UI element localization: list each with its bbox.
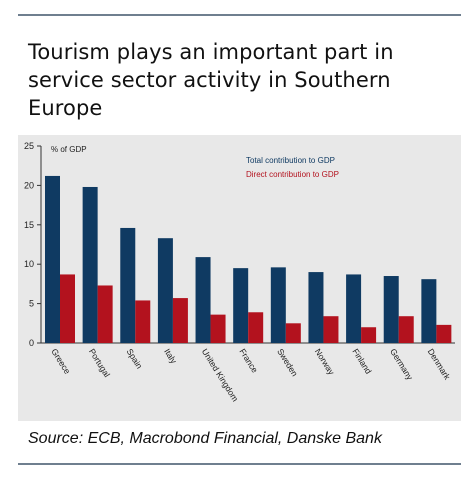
x-tick-label: United Kingdom — [200, 347, 241, 404]
bar-total — [270, 267, 286, 343]
bar-total — [233, 268, 249, 343]
x-tick-label: Greece — [49, 347, 72, 376]
bar-total — [157, 238, 173, 343]
bar-direct — [248, 312, 264, 343]
x-tick-label: Denmark — [426, 347, 453, 382]
bar-total — [120, 227, 136, 343]
chart-panel: 0 5 10 15 20 25 % of GDP Greece Portugal Spain Ita… — [18, 135, 461, 421]
bar-total — [195, 257, 211, 343]
bar-total — [383, 276, 399, 343]
bar-direct — [436, 324, 452, 343]
x-tick-label: Norway — [313, 347, 337, 377]
bar-chart: 0 5 10 15 20 25 % of GDP Greece Portugal Spain Ita… — [24, 141, 455, 404]
legend-entry: Direct contribution to GDP — [246, 170, 339, 179]
bar-total — [421, 279, 437, 343]
x-tick-label: Germany — [388, 347, 415, 383]
x-tick-label: Spain — [125, 347, 145, 371]
y-tick-label: 10 — [24, 259, 34, 269]
source-note: Source: ECB, Macrobond Financial, Danske… — [28, 430, 382, 447]
x-tick-label: Portugal — [87, 347, 112, 379]
legend-entry: Total contribution to GDP — [246, 156, 335, 165]
bar-direct — [172, 298, 188, 343]
bottom-rule — [18, 463, 461, 465]
y-tick-label: 25 — [24, 141, 34, 151]
y-axis-label: % of GDP — [51, 145, 87, 154]
bar-direct — [323, 316, 339, 343]
bar-total — [45, 175, 60, 343]
bar-direct — [60, 274, 75, 343]
x-tick-label: Italy — [162, 347, 179, 366]
y-tick-label: 5 — [29, 299, 34, 309]
bar-total — [82, 186, 98, 343]
x-tick-label: France — [237, 347, 260, 375]
bar-direct — [361, 327, 377, 343]
chart-title: Tourism plays an important part in servi… — [28, 40, 394, 120]
top-rule — [18, 14, 461, 16]
bar-direct — [135, 300, 151, 343]
y-tick-label: 15 — [24, 220, 34, 230]
bar-direct — [398, 316, 414, 343]
bar-direct — [210, 314, 226, 343]
y-tick-label: 20 — [24, 180, 34, 190]
bar-total — [308, 272, 324, 343]
bar-direct — [97, 285, 113, 343]
y-tick-label: 0 — [29, 338, 34, 348]
x-tick-label: Finland — [350, 347, 373, 376]
x-tick-label: Sweden — [275, 347, 300, 379]
bar-direct — [285, 323, 301, 343]
bar-total — [346, 274, 362, 343]
